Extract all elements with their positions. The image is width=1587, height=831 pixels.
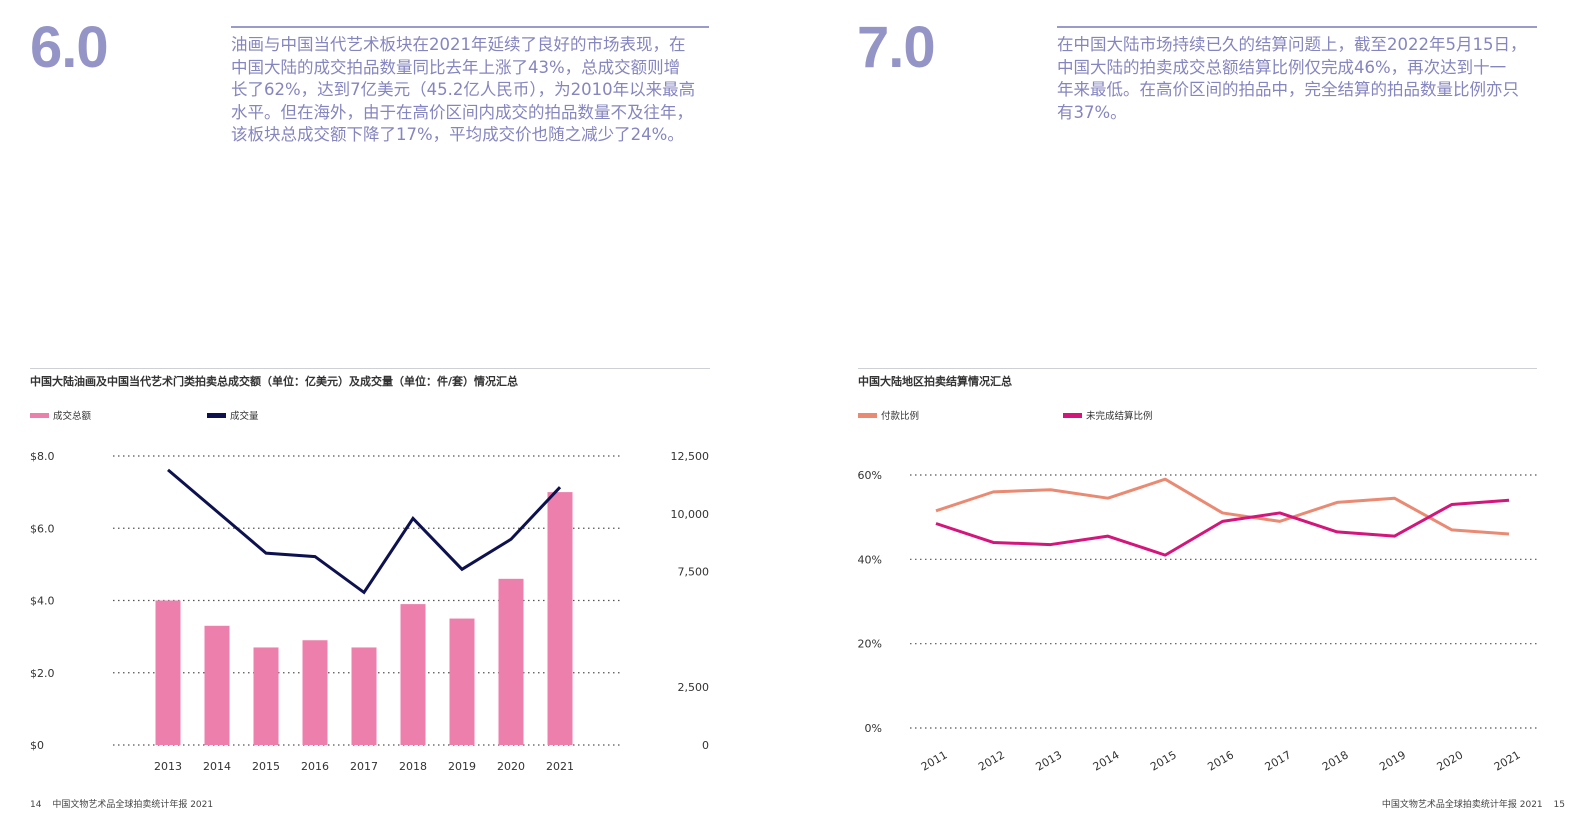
x-tick-label: 2020 <box>497 760 525 773</box>
intro-line: 中国大陆的拍卖成交总额结算比例仅完成46%，再次达到十一 <box>1057 57 1507 77</box>
y-tick-label-right: 0 <box>702 739 709 752</box>
chart-right: 0% 20% 40% 60% 2011 2012 2013 2014 2015 2016 2017 2… <box>858 469 1537 774</box>
section-number-right: 7.0 <box>857 15 936 80</box>
intro-line: 有37%。 <box>1057 102 1127 122</box>
intro-text-left: 油画与中国当代艺术板块在2021年延续了良好的市场表现，在 中国大陆的成交拍品数… <box>231 34 711 147</box>
x-tick-label: 2020 <box>1435 748 1466 773</box>
chart-divider-left <box>30 368 710 369</box>
y-tick-label: 40% <box>858 553 882 566</box>
y-tick-label-right: 12,500 <box>671 450 710 463</box>
page-number: 15 <box>1553 800 1565 810</box>
intro-rule-right <box>1057 26 1537 28</box>
chart-left: $0 $2.0 $4.0 $6.0 $8.0 0 2,500 7,500 10,000 12,50… <box>30 450 710 773</box>
x-tick-label: 2017 <box>1263 748 1294 773</box>
x-tick-label: 2016 <box>301 760 329 773</box>
bar <box>449 618 475 745</box>
x-tick-label: 2015 <box>1148 748 1179 773</box>
x-tick-label: 2021 <box>1492 748 1523 773</box>
y-tick-label-right: 7,500 <box>678 566 710 579</box>
x-tick-label: 2013 <box>1033 748 1064 773</box>
chart-title-left: 中国大陆油画及中国当代艺术门类拍卖总成交额（单位：亿美元）及成交量（单位：件/套… <box>30 375 519 388</box>
x-tick-label: 2014 <box>1091 748 1122 773</box>
intro-rule-left <box>231 26 709 28</box>
legend-item-total-value: 成交总额 <box>30 408 91 422</box>
line-series-volume <box>167 468 562 595</box>
bar <box>498 578 524 745</box>
intro-line: 在中国大陆市场持续已久的结算问题上，截至2022年5月15日， <box>1057 35 1527 54</box>
intro-line: 油画与中国当代艺术板块在2021年延续了良好的市场表现，在 <box>231 35 686 54</box>
y-tick-label-left: $8.0 <box>30 450 55 463</box>
legend-label: 未完成结算比例 <box>1086 411 1153 422</box>
x-tick-label: 2018 <box>399 760 427 773</box>
intro-line: 长了62%，达到7亿美元（45.2亿人民币），为2010年以来最高 <box>231 80 696 99</box>
bar <box>400 604 426 745</box>
footer-left: 14 中国文物艺术品全球拍卖统计年报 2021 <box>30 797 213 810</box>
legend-item-paid-ratio: 付款比例 <box>858 408 919 422</box>
y-tick-label: 20% <box>858 638 882 651</box>
legend-item-unsettled-ratio: 未完成结算比例 <box>1063 408 1153 422</box>
x-tick-label: 2015 <box>252 760 280 773</box>
y-tick-label-right: 10,000 <box>671 508 710 521</box>
footer-title: 中国文物艺术品全球拍卖统计年报 2021 <box>52 800 214 810</box>
legend-swatch <box>207 412 226 418</box>
intro-line: 年来最低。在高价区间的拍品中，完全结算的拍品数量比例亦只 <box>1057 80 1519 99</box>
legend-label: 付款比例 <box>881 411 920 422</box>
bar <box>547 492 573 745</box>
legend-label: 成交总额 <box>53 411 92 422</box>
page-number: 14 <box>30 800 42 810</box>
bar <box>204 625 230 745</box>
footer-right: 中国文物艺术品全球拍卖统计年报 2021 15 <box>1382 797 1565 810</box>
bar <box>302 640 328 745</box>
x-tick-label: 2019 <box>448 760 476 773</box>
legend-label: 成交量 <box>230 411 259 422</box>
footer-title: 中国文物艺术品全球拍卖统计年报 2021 <box>1381 800 1543 810</box>
legend-swatch <box>1063 412 1082 418</box>
y-tick-label-left: $2.0 <box>30 667 55 680</box>
y-tick-label: 0% <box>865 722 882 735</box>
x-tick-label: 2018 <box>1320 748 1351 773</box>
x-tick-label: 2019 <box>1377 748 1408 773</box>
intro-text-right: 在中国大陆市场持续已久的结算问题上，截至2022年5月15日， 中国大陆的拍卖成… <box>1057 34 1542 124</box>
x-tick-label: 2011 <box>919 748 950 773</box>
y-tick-label-left: $4.0 <box>30 595 55 608</box>
chart-title-right: 中国大陆地区拍卖结算情况汇总 <box>858 375 1012 388</box>
legend-swatch <box>30 412 49 418</box>
intro-line: 水平。但在海外，由于在高价区间内成交的拍品数量不及往年， <box>231 102 693 122</box>
intro-line: 该板块总成交额下降了17%，平均成交价也随之减少了24%。 <box>231 125 684 144</box>
line-series <box>935 498 1510 557</box>
section-number-left: 6.0 <box>30 15 109 80</box>
y-tick-label-left: $0 <box>30 739 44 752</box>
y-tick-label-right: 2,500 <box>678 681 710 694</box>
chart-divider-right <box>858 368 1537 369</box>
line-series <box>935 477 1510 536</box>
bar <box>253 647 279 745</box>
y-tick-label: 60% <box>858 469 882 482</box>
y-tick-label-left: $6.0 <box>30 522 55 535</box>
legend-item-volume: 成交量 <box>207 408 259 422</box>
x-tick-label: 2016 <box>1205 748 1236 773</box>
x-tick-label: 2014 <box>203 760 231 773</box>
bar <box>155 600 181 745</box>
bar <box>351 647 377 745</box>
x-tick-label: 2013 <box>154 760 182 773</box>
x-tick-label: 2012 <box>976 748 1007 773</box>
intro-line: 中国大陆的成交拍品数量同比去年上涨了43%，总成交额则增 <box>231 57 681 77</box>
x-tick-label: 2021 <box>546 760 574 773</box>
x-tick-label: 2017 <box>350 760 378 773</box>
legend-swatch <box>858 412 877 418</box>
